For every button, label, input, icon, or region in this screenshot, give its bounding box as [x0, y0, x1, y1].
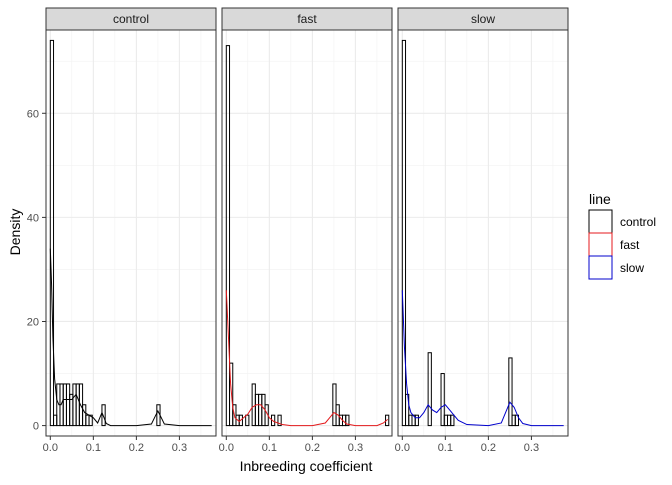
facet-strip-label: slow [471, 12, 495, 26]
density-curve [49, 248, 212, 427]
x-tick-label: 0.3 [524, 442, 539, 454]
panel-background [222, 30, 392, 436]
panel-background [398, 30, 568, 436]
histogram-bar [401, 39, 407, 427]
legend-label-fast: fast [620, 238, 640, 252]
facet-slow: slow 0.0 0.1 0.2 0.3 [395, 7, 569, 454]
legend-label-control: control [620, 215, 656, 229]
x-tick-label: 0.1 [262, 442, 277, 454]
x-tick-label: 0.1 [86, 442, 101, 454]
facet-fast: fast 0.0 0.1 0.2 0.3 [219, 7, 393, 454]
y-axis-title: Density [7, 209, 23, 256]
histogram-bar [270, 414, 276, 427]
x-tick-label: 0.0 [395, 442, 410, 454]
panel-border [45, 29, 217, 437]
histogram-bar [385, 414, 390, 427]
histogram-bar [88, 414, 93, 427]
histogram-bar [414, 414, 419, 427]
x-tick-label: 0.2 [481, 442, 496, 454]
x-axis-title: Inbreeding coefficient [240, 458, 373, 474]
panel-background [46, 30, 216, 436]
panel-border [221, 29, 393, 437]
histogram-bar [345, 414, 350, 427]
legend: line control fast slow [588, 191, 656, 280]
histogram-bar [427, 352, 432, 427]
y-tick-label: 0 [33, 421, 39, 433]
histogram-bar [450, 414, 455, 427]
legend-label-slow: slow [620, 261, 644, 275]
legend-key-fast [588, 232, 613, 257]
histogram-bar [225, 45, 231, 427]
y-tick-label: 40 [27, 212, 39, 224]
facet-strip-label: control [113, 12, 149, 26]
facet-control: control 0.0 0.1 0.2 0.3 0 20 40 60 [27, 7, 217, 454]
histogram-bar [101, 404, 106, 427]
histogram-bar [49, 39, 55, 427]
histogram-bar [440, 373, 445, 427]
x-tick-label: 0.2 [305, 442, 320, 454]
x-tick-label: 0.3 [172, 442, 187, 454]
histogram-bar [229, 362, 234, 427]
x-tick-label: 0.0 [43, 442, 58, 454]
y-tick-label: 20 [27, 316, 39, 328]
x-tick-label: 0.3 [348, 442, 363, 454]
facet-strip-label: fast [297, 12, 317, 26]
histogram-bar [405, 393, 410, 427]
histogram-bar [238, 414, 243, 427]
density-curve [401, 290, 564, 427]
panel-border [397, 29, 569, 437]
legend-title: line [589, 191, 611, 207]
histogram-bar [277, 414, 282, 427]
x-tick-label: 0.2 [129, 442, 144, 454]
x-tick-label: 0.1 [438, 442, 453, 454]
y-tick-label: 60 [27, 108, 39, 120]
density-curve [225, 290, 389, 427]
histogram-bar [508, 357, 513, 427]
legend-key-control [588, 209, 613, 234]
x-tick-label: 0.0 [219, 442, 234, 454]
legend-key-slow [588, 255, 613, 280]
